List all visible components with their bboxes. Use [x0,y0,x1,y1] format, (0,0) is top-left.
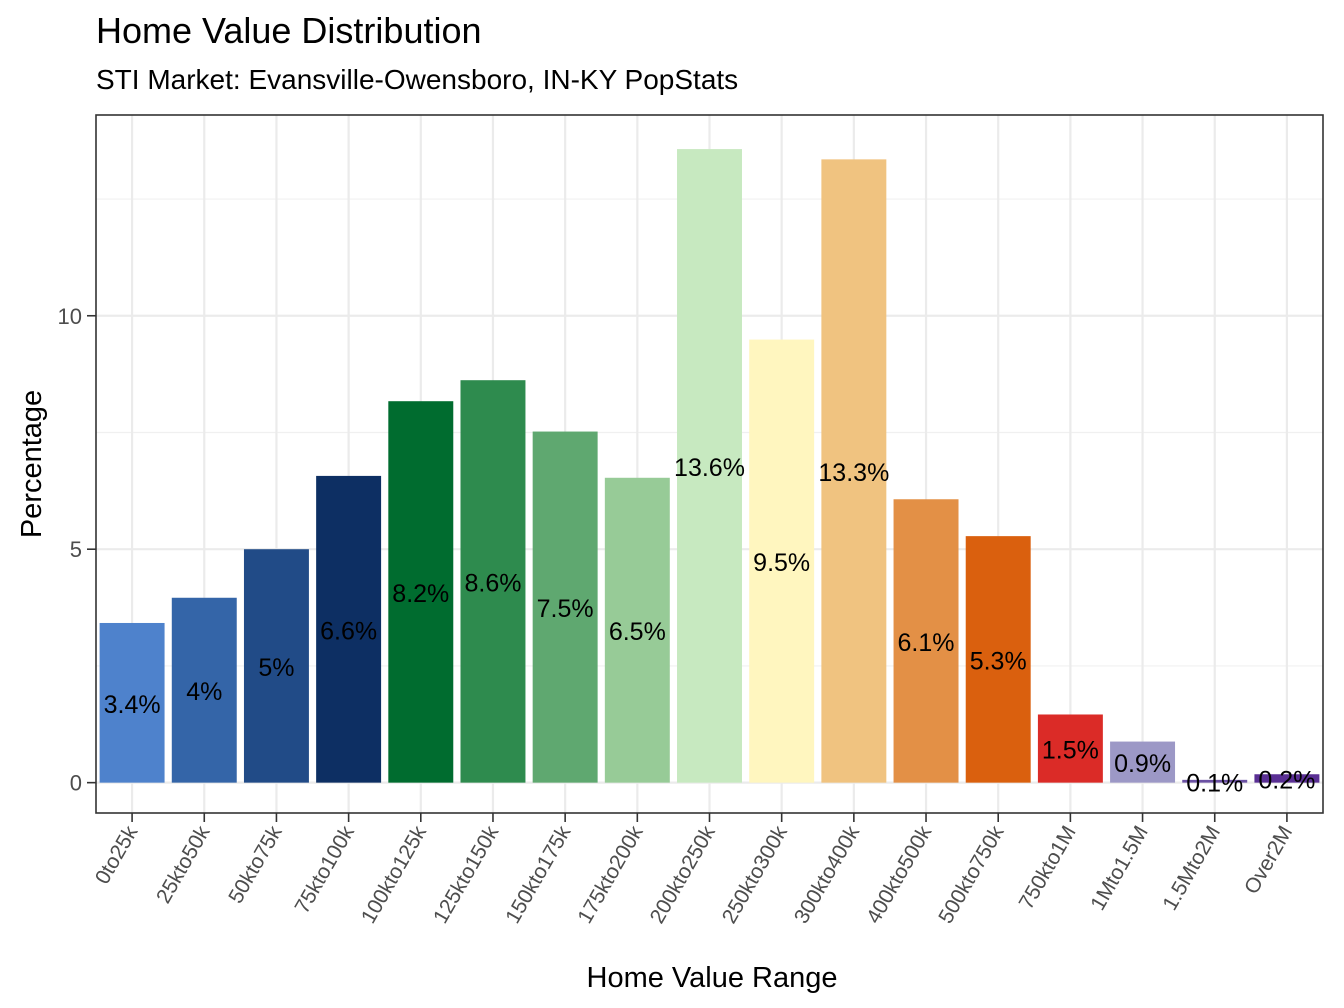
data-label-300kto400k: 13.3% [818,459,889,487]
data-label-250kto300k: 9.5% [753,549,810,577]
bar-150kto175k [532,431,598,783]
data-label-175kto200k: 6.5% [609,618,666,646]
x-tick-label: 400kto500k [862,822,936,928]
data-label-750kto1M: 1.5% [1042,737,1099,765]
x-tick-label: 750kto1M [1015,822,1081,913]
data-label-25kto50k: 4% [186,678,222,706]
bar-25kto50k [171,597,237,783]
x-tick-label: 1Mto1.5M [1086,822,1153,914]
y-tick-label: 5 [70,537,82,562]
y-tick-label: 0 [70,771,82,796]
bar-100kto125k [388,401,454,783]
x-tick-label: 150kto175k [501,822,575,928]
x-tick-label: Over2M [1240,822,1297,898]
bar-0to25k [99,622,165,783]
data-label-400kto500k: 6.1% [898,629,955,657]
data-label-Over2M: 0.2% [1258,766,1315,794]
bar-200kto250k [677,149,742,783]
bar-125kto150k [460,380,526,783]
bar-300kto400k [821,159,887,783]
data-label-0to25k: 3.4% [104,691,161,719]
data-label-1.5Mto2M: 0.1% [1186,769,1243,797]
bar-Over2M [1254,774,1320,783]
bar-1.5Mto2M [1182,779,1248,783]
y-axis-title: Percentage [16,390,48,538]
x-tick-label: 75kto100k [291,822,360,918]
y-tick-label: 10 [58,304,82,329]
data-label-100kto125k: 8.2% [392,580,449,608]
x-tick-label: 0to25k [91,822,143,889]
data-label-500kto750k: 5.3% [970,647,1027,675]
x-tick-label: 175kto200k [573,822,647,928]
bar-400kto500k [893,499,959,783]
x-tick-label: 200kto250k [646,822,720,928]
data-label-50kto75k: 5% [258,654,294,682]
chart-subtitle: STI Market: Evansville-Owensboro, IN-KY … [96,64,739,95]
x-tick-label: 1.5Mto2M [1158,822,1225,914]
bar-750kto1M [1037,714,1103,783]
x-tick-label: 125kto150k [429,822,503,928]
chart-title: Home Value Distribution [96,10,482,51]
x-tick-label: 300kto400k [790,822,864,928]
x-tick-label: 500kto750k [934,822,1008,928]
bar-50kto75k [243,549,309,783]
bar-75kto100k [316,475,382,783]
x-tick-label: 25kto50k [152,822,215,908]
data-label-200kto250k: 13.6% [674,454,745,482]
x-tick-label: 250kto300k [718,822,792,928]
bar-500kto750k [965,536,1031,783]
x-tick-label: 100kto125k [357,822,431,928]
x-axis-title: Home Value Range [587,962,838,994]
data-labels: 3.4% 4% 5% 6.6% 8.2% 8.6% 7.5% 6.5% 13.6% 9.5% 13.… [104,454,1316,797]
data-label-1Mto1.5M: 0.9% [1114,750,1171,778]
x-tick-label: 50kto75k [224,822,287,908]
bar-175kto200k [604,477,670,783]
bars [99,149,1320,783]
data-label-150kto175k: 7.5% [537,595,594,623]
bar-1Mto1.5M [1110,741,1176,783]
data-label-125kto150k: 8.6% [464,569,521,597]
data-label-75kto100k: 6.6% [320,617,377,645]
bar-250kto300k [749,339,815,783]
